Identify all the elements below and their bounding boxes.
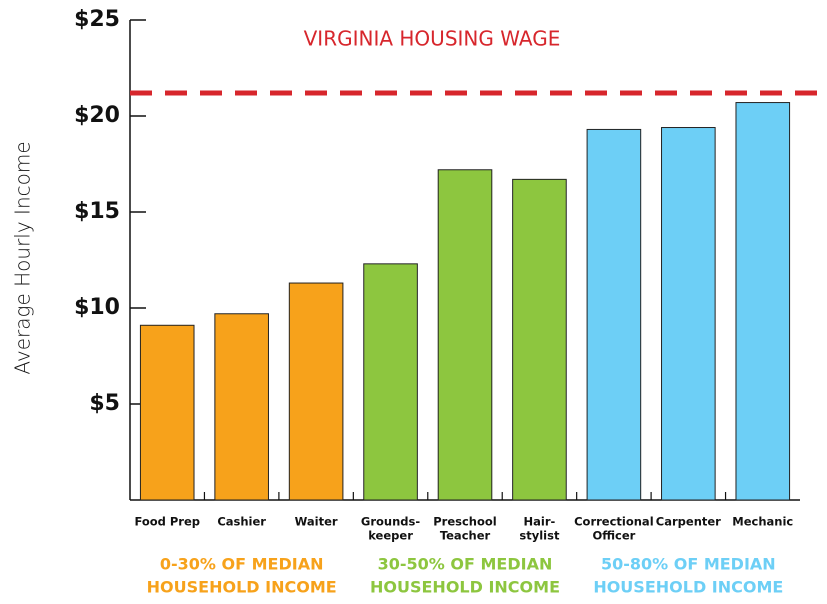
reference-label: VIRGINIA HOUSING WAGE — [304, 27, 561, 51]
bar — [214, 313, 269, 501]
x-tick-label: Hair- — [524, 515, 556, 529]
bar — [661, 127, 716, 501]
bar — [288, 282, 344, 501]
group-label: HOUSEHOLD INCOME — [370, 578, 560, 597]
group-label: HOUSEHOLD INCOME — [147, 578, 337, 597]
x-tick-label: Carpenter — [656, 515, 721, 529]
group-label: HOUSEHOLD INCOME — [593, 578, 783, 597]
x-tick-label: Correctional — [574, 515, 654, 529]
x-tick-label: Officer — [592, 529, 635, 543]
bar — [139, 324, 195, 501]
x-tick-label: stylist — [519, 529, 560, 543]
y-tick-label: $10 — [74, 295, 120, 320]
x-tick-label: Waiter — [295, 515, 338, 529]
group-label: 50-80% OF MEDIAN — [601, 555, 776, 574]
x-tick-label: Preschool — [433, 515, 497, 529]
bar — [735, 102, 791, 501]
y-axis-label: Average Hourly Income — [11, 141, 35, 374]
bar — [363, 263, 418, 501]
x-tick-label: Mechanic — [732, 515, 793, 529]
bar — [586, 128, 642, 501]
y-tick-label: $20 — [74, 103, 120, 128]
x-tick-label: Teacher — [440, 529, 491, 543]
bar — [437, 169, 493, 501]
y-tick-label: $5 — [89, 391, 120, 416]
group-label: 30-50% OF MEDIAN — [378, 555, 553, 574]
group-label: 0-30% OF MEDIAN — [160, 555, 324, 574]
x-tick-label: Grounds- — [361, 515, 420, 529]
y-tick-label: $15 — [74, 199, 120, 224]
x-tick-label: Cashier — [217, 515, 266, 529]
y-tick-label: $25 — [74, 7, 120, 32]
x-tick-label: keeper — [368, 529, 413, 543]
x-tick-label: Food Prep — [134, 515, 200, 529]
bar — [512, 178, 567, 501]
